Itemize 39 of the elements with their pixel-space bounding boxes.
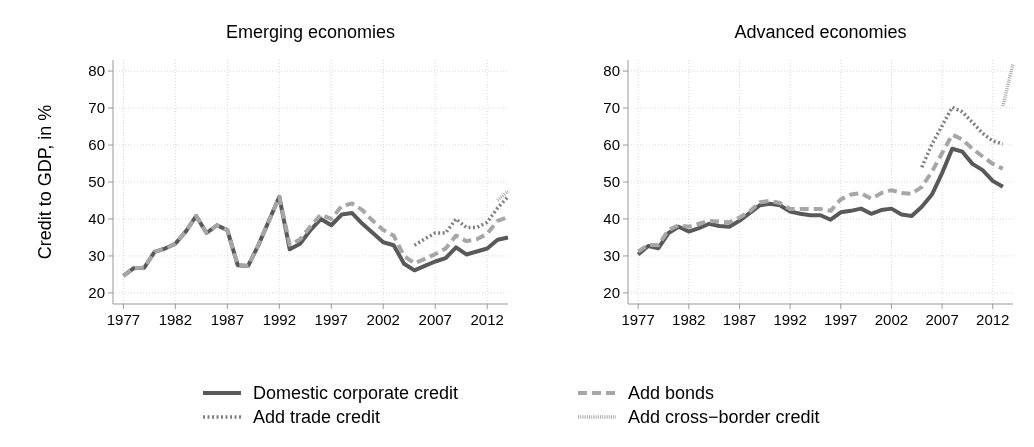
y-tick-label: 30 [88, 247, 105, 265]
x-tick-label: 1982 [158, 311, 193, 328]
x-tick-label: 1992 [773, 311, 807, 328]
y-axis-title: Credit to GDP, in % [35, 104, 55, 260]
y-tick-label: 50 [603, 173, 620, 191]
line-series [920, 105, 1005, 169]
x-tick-label: 1997 [314, 311, 348, 328]
chart-title: Emerging economies [225, 22, 396, 42]
x-tick-label: 1977 [621, 311, 655, 328]
y-tick-label: 60 [88, 136, 105, 154]
x-tick-label: 1997 [824, 311, 858, 328]
x-tick-label: 2002 [366, 311, 400, 328]
x-tick-label: 1977 [106, 311, 141, 328]
x-tick-label: 2007 [925, 311, 959, 328]
y-tick-label: 20 [88, 284, 105, 302]
y-tick-label: 80 [88, 62, 105, 80]
y-tick-label: 40 [603, 210, 620, 228]
x-tick-label: 2002 [874, 311, 909, 328]
legend-label: Add trade credit [253, 407, 381, 428]
y-tick-label: 70 [88, 99, 105, 117]
y-tick-label: 50 [88, 173, 105, 191]
y-tick-label: 40 [88, 210, 105, 228]
y-tick-label: 60 [603, 136, 620, 154]
x-tick-label: 1987 [722, 311, 757, 328]
x-tick-label: 1987 [210, 311, 245, 328]
x-tick-label: 1992 [262, 311, 296, 328]
legend-label: Add bonds [628, 383, 715, 404]
x-tick-label: 2007 [418, 311, 452, 328]
chart-title: Advanced economies [734, 22, 907, 42]
x-tick-label: 2012 [470, 311, 504, 328]
y-tick-label: 80 [603, 62, 620, 80]
x-tick-label: 1982 [672, 311, 706, 328]
line-series [412, 195, 510, 247]
y-tick-label: 30 [603, 247, 620, 265]
x-tick-label: 2012 [976, 311, 1010, 328]
legend-label: Add cross−border credit [628, 407, 820, 428]
legend-label: Domestic corporate credit [253, 383, 459, 404]
y-tick-label: 70 [603, 99, 620, 117]
y-tick-label: 20 [603, 284, 620, 302]
